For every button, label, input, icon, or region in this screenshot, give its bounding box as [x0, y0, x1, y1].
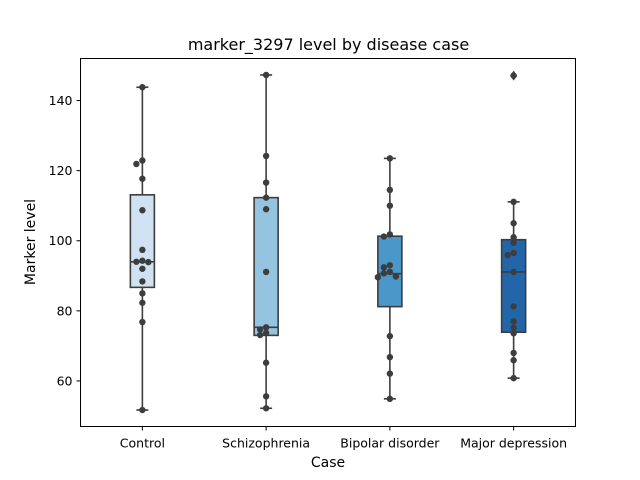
data-point — [510, 249, 517, 257]
data-point — [380, 233, 388, 240]
data-point — [510, 239, 517, 247]
data-point — [262, 393, 270, 400]
x-axis-label: Case — [311, 455, 345, 471]
y-tick-label: 100 — [49, 233, 73, 248]
data-point — [262, 329, 270, 337]
x-tick-label: Control — [120, 436, 165, 451]
data-point — [510, 349, 517, 357]
data-point — [256, 326, 264, 333]
data-point — [386, 186, 394, 194]
data-point — [386, 155, 394, 162]
y-tick-label: 120 — [49, 163, 73, 178]
data-point — [510, 234, 517, 241]
data-point — [256, 331, 264, 339]
data-point — [510, 268, 517, 276]
data-point — [386, 268, 394, 276]
axes-frame — [80, 58, 576, 427]
y-tick-label: 60 — [57, 373, 73, 388]
data-point — [380, 270, 388, 277]
data-point — [510, 374, 517, 382]
data-point — [262, 268, 270, 276]
data-point — [133, 258, 140, 265]
data-point — [262, 405, 270, 412]
box-iqr — [253, 196, 279, 337]
data-point — [139, 299, 146, 306]
y-axis: 60 80 100 120 140 — [49, 93, 81, 388]
data-point — [139, 290, 146, 297]
data-point — [262, 324, 270, 331]
data-point — [386, 395, 394, 403]
data-point — [392, 273, 400, 280]
data-point — [510, 220, 517, 227]
data-point — [139, 265, 146, 272]
swarm-2 — [374, 155, 400, 403]
data-point — [510, 318, 517, 325]
data-point — [262, 194, 270, 201]
data-point — [139, 246, 146, 254]
y-tick-label: 140 — [49, 93, 73, 108]
x-tick-label: Bipolar disorder — [340, 436, 440, 451]
data-point — [139, 318, 146, 326]
data-point — [510, 303, 517, 310]
data-point — [510, 198, 517, 206]
data-point — [139, 84, 146, 91]
data-point — [386, 332, 394, 340]
data-point — [386, 370, 394, 377]
swarm-1 — [256, 71, 270, 412]
data-point — [139, 278, 146, 285]
data-point — [380, 264, 388, 271]
y-tick-label: 80 — [57, 303, 73, 318]
data-point — [510, 324, 517, 331]
x-axis: Control Schizophrenia Bipolar disorder Majo… — [120, 426, 567, 451]
data-point — [133, 160, 140, 168]
data-point — [262, 71, 270, 79]
plot-area — [129, 70, 527, 414]
data-point — [139, 207, 146, 214]
data-point — [139, 257, 146, 264]
data-point — [510, 357, 517, 364]
data-point — [139, 175, 146, 182]
x-tick-label: Major depression — [460, 436, 567, 451]
data-point — [262, 179, 270, 186]
data-point — [145, 258, 152, 266]
x-tick-label: Schizophrenia — [222, 436, 310, 451]
data-point — [510, 330, 517, 337]
data-point — [386, 202, 394, 209]
swarm-0 — [133, 84, 152, 414]
data-point — [374, 273, 382, 281]
y-axis-label: Marker level — [23, 199, 39, 285]
data-point — [386, 353, 394, 361]
data-point — [139, 157, 146, 164]
data-point — [386, 262, 394, 269]
chart-title: marker_3297 level by disease case — [188, 35, 469, 55]
box-1 — [253, 74, 279, 410]
data-point — [262, 359, 270, 366]
data-point — [510, 72, 517, 79]
data-point — [386, 231, 394, 238]
data-point — [504, 251, 511, 259]
data-point — [139, 406, 146, 414]
data-point — [262, 152, 270, 160]
data-point — [262, 206, 270, 213]
swarm-3 — [504, 72, 517, 382]
